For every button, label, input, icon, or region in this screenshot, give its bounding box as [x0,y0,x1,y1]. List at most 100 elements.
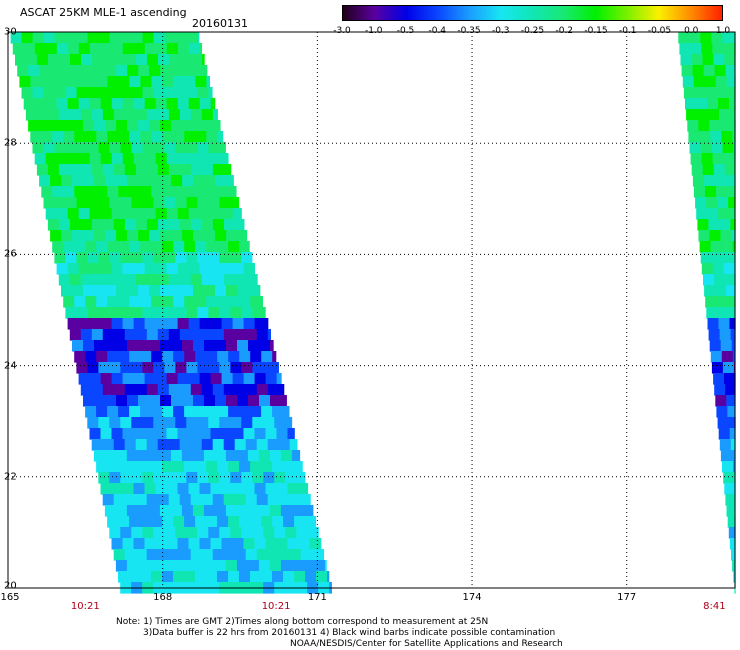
swath-cell [122,43,135,55]
swath-cell [718,428,731,440]
swath-cell [164,32,177,44]
swath-cell [726,285,736,297]
swath-cell [250,571,262,583]
swath-cell [289,439,298,451]
swath-cell [309,538,322,550]
swath-cell [166,43,179,55]
swath-cell [109,252,121,264]
swath-cell [204,65,208,77]
swath-cell [232,318,245,330]
swath-cell [287,538,300,550]
swath-cell [223,219,236,231]
swath-cell [725,494,736,506]
swath-cell [202,54,205,66]
swath-cell [107,241,119,253]
swath-cell [204,120,216,132]
swath-cell [199,483,212,495]
swath-cell [144,318,157,330]
swath-cell [160,395,172,407]
swath-cell [256,329,269,341]
swath-cell [87,197,100,209]
swath-cell [236,560,249,572]
swath-cell [149,65,161,77]
swath-cell [201,494,214,506]
swath-cell [223,494,236,506]
swath-cell [135,494,148,506]
swath-cell [133,538,146,550]
swath-cell [190,384,203,396]
swath-cell [731,340,736,352]
swath-cell [219,472,231,484]
swath-cell [149,230,161,242]
swath-cell [289,494,302,506]
swath-cell [159,450,172,462]
swath-cell [67,208,80,220]
swath-cell [164,527,176,539]
swath-cell [93,450,106,462]
swath-cell [726,76,736,88]
swath-cell [78,373,91,385]
swath-cell [729,208,736,220]
swath-cell [85,131,97,143]
swath-cell [87,252,99,264]
swath-cell [179,494,192,506]
swath-cell [201,164,214,176]
swath-cell [32,87,45,99]
swath-cell [109,142,122,154]
swath-cell [87,32,100,44]
swath-cell [258,560,271,572]
swath-cell [138,175,150,187]
swath-cell [291,450,301,462]
swath-cell [166,98,179,110]
swath-cell [105,230,117,242]
swath-cell [184,571,196,583]
swath-cell [208,362,220,374]
swath-cell [243,318,256,330]
swath-cell [190,329,203,341]
swath-cell [705,296,717,308]
swath-cell [186,527,198,539]
swath-cell [727,186,736,198]
swath-cell [173,461,185,473]
swath-cell [98,362,110,374]
swath-cell [316,571,328,583]
swath-cell [149,395,161,407]
swath-cell [215,285,227,297]
swath-cell [111,428,124,440]
map-frame [7,31,736,589]
swath-cell [709,230,722,242]
swath-cell [237,230,248,242]
swath-cell [100,428,113,440]
swath-cell [138,340,150,352]
swath-cell [300,549,313,561]
swath-cell [111,153,124,165]
swath-cell [195,516,207,528]
swath-cell [118,296,130,308]
swath-cell [186,362,198,374]
swath-cell [193,395,205,407]
swath-cell [226,230,238,242]
swath-cell [116,395,128,407]
swath-cell [199,263,212,275]
swath-cell [206,406,218,418]
swath-cell [111,538,124,550]
swath-cell [725,274,736,286]
swath-cell [717,197,729,209]
swath-cell [263,472,275,484]
swath-cell [252,527,264,539]
swath-cell [175,362,187,374]
swath-cell [695,197,707,209]
swath-cell [263,307,266,319]
swath-cell [701,153,714,165]
swath-cell [259,340,271,352]
swath-cell [69,219,82,231]
swath-cell [146,329,159,341]
swath-cell [208,87,213,99]
swath-cell [102,109,115,121]
swath-cell [177,98,190,110]
swath-cell [727,296,736,308]
swath-cell [239,296,251,308]
colorbar-label: -0.2 [555,26,574,36]
swath-cell [37,54,49,66]
swath-cell [136,54,148,66]
